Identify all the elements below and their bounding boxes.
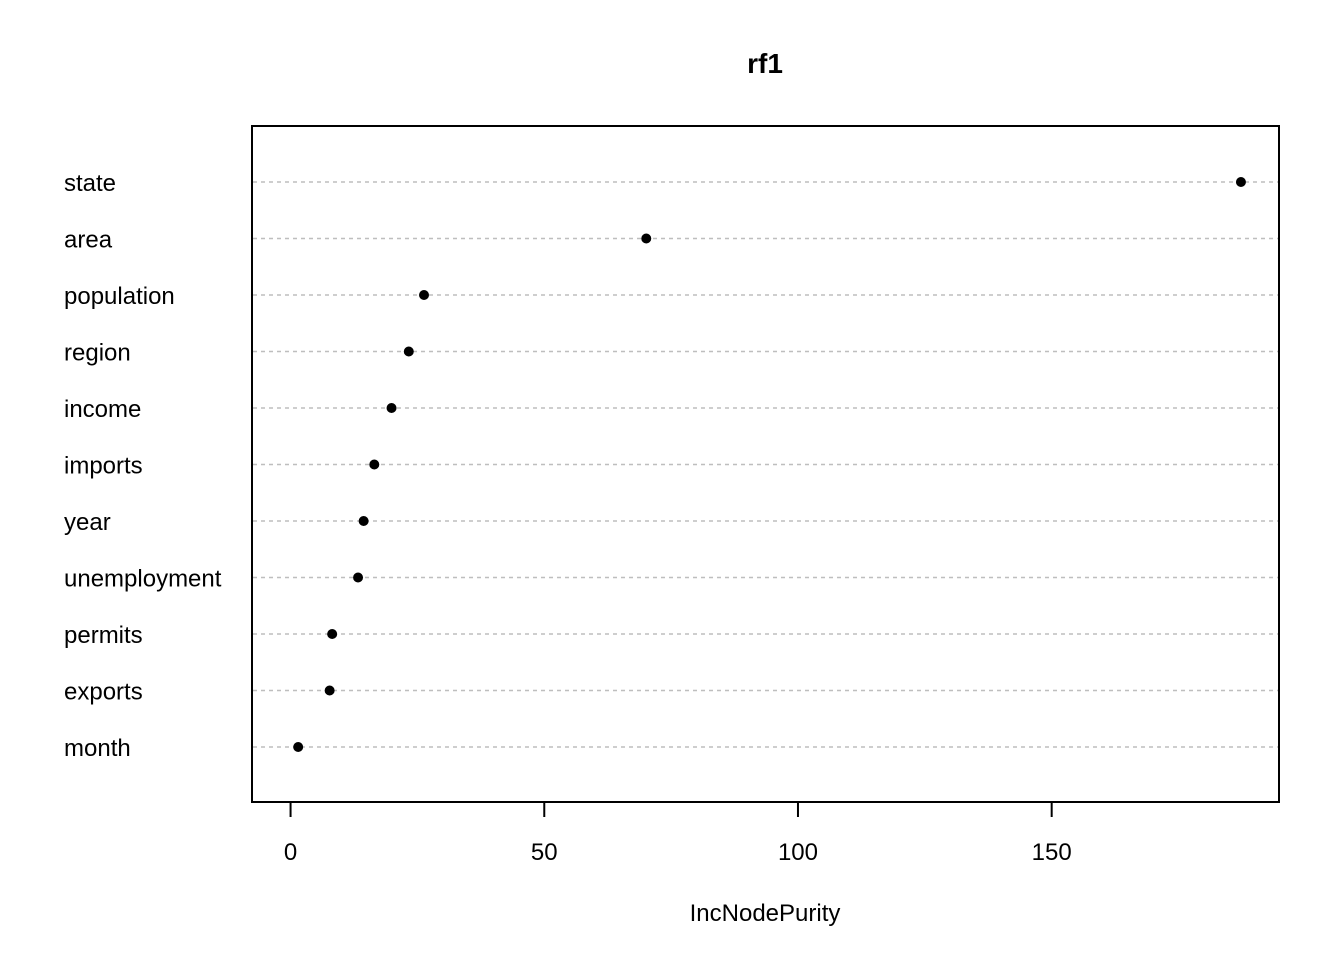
- variable-label-unemployment: unemployment: [64, 566, 222, 593]
- point-year: [358, 516, 369, 526]
- point-income: [386, 403, 397, 413]
- point-population: [419, 290, 430, 300]
- variable-label-year: year: [64, 509, 111, 536]
- point-state: [1235, 177, 1246, 187]
- variable-label-imports: imports: [64, 453, 143, 480]
- x-axis: 0 50 100 150: [284, 801, 1072, 866]
- x-axis-label: IncNodePurity: [690, 900, 841, 927]
- variable-label-income: income: [64, 396, 141, 423]
- point-area: [641, 233, 652, 244]
- chart-title: rf1: [747, 48, 783, 79]
- variable-label-permits: permits: [64, 622, 143, 649]
- x-tick-label-50: 50: [531, 839, 558, 866]
- point-region: [403, 346, 414, 357]
- x-tick-label-100: 100: [778, 839, 818, 866]
- variable-rows: state area population region income imports ye…: [64, 170, 1278, 762]
- variable-label-area: area: [64, 227, 113, 254]
- point-exports: [324, 685, 335, 696]
- variable-label-exports: exports: [64, 679, 143, 706]
- point-month: [293, 742, 304, 752]
- point-imports: [369, 459, 380, 470]
- point-unemployment: [353, 572, 364, 583]
- variable-label-month: month: [64, 735, 131, 762]
- variable-label-region: region: [64, 340, 131, 367]
- x-tick-label-0: 0: [284, 839, 297, 866]
- point-permits: [327, 629, 338, 639]
- variable-label-population: population: [64, 283, 175, 310]
- x-tick-label-150: 150: [1032, 839, 1072, 866]
- variable-label-state: state: [64, 170, 116, 197]
